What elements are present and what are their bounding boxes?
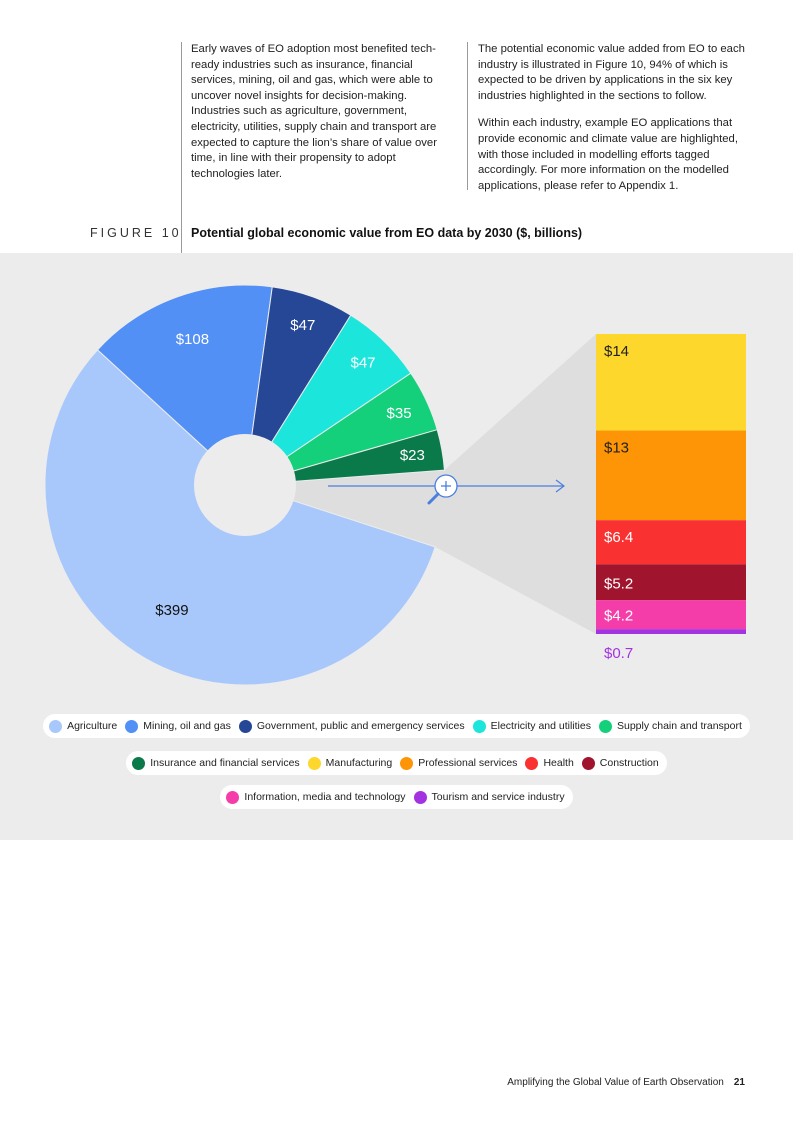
legend-item: Agriculture bbox=[49, 719, 118, 733]
pie-label-electricity-and-utilities: $47 bbox=[351, 355, 376, 372]
legend-item: Electricity and utilities bbox=[472, 719, 591, 733]
legend-row-2: Insurance and financial services Manufact… bbox=[0, 751, 793, 775]
legend-item: Insurance and financial services bbox=[132, 756, 300, 770]
legend-label: Mining, oil and gas bbox=[143, 720, 231, 732]
legend-label: Insurance and financial services bbox=[150, 757, 300, 769]
pie-label-agriculture: $399 bbox=[155, 602, 188, 619]
bar-segment-information-media-and-technology bbox=[596, 600, 746, 630]
pie-slice-insurance-and-financial-services bbox=[244, 429, 445, 486]
legend-item: Manufacturing bbox=[307, 756, 393, 770]
bar-segment-manufacturing bbox=[596, 334, 746, 431]
legend-box: Information, media and technology Tourism… bbox=[220, 785, 573, 809]
intro-right-text-1: The potential economic value added from … bbox=[478, 43, 745, 102]
legend-item: Tourism and service industry bbox=[413, 790, 565, 804]
bar-label-professional-services: $13 bbox=[604, 440, 629, 457]
legend-label: Manufacturing bbox=[325, 757, 393, 769]
legend-label: Information, media and technology bbox=[244, 791, 406, 803]
legend-box: Insurance and financial services Manufact… bbox=[126, 751, 667, 775]
bar-segment-construction bbox=[596, 564, 746, 601]
zoom-arrow-head bbox=[555, 479, 565, 493]
pie-label-mining-oil-and-gas: $108 bbox=[176, 331, 209, 348]
legend-swatch bbox=[307, 756, 321, 770]
legend-label: Electricity and utilities bbox=[490, 720, 591, 732]
legend-item: Government, public and emergency service… bbox=[238, 719, 465, 733]
pie-slice-mining-oil-and-gas bbox=[96, 284, 273, 487]
legend-label: Government, public and emergency service… bbox=[256, 720, 465, 732]
legend-item: Information, media and technology bbox=[226, 790, 406, 804]
intro-right-column: The potential economic value added from … bbox=[478, 42, 753, 206]
legend-item: Construction bbox=[581, 756, 659, 770]
legend-label: Supply chain and transport bbox=[616, 720, 742, 732]
zoom-funnel bbox=[245, 334, 596, 634]
pie-label-insurance-and-financial-services: $23 bbox=[400, 447, 425, 464]
column-divider-left bbox=[181, 42, 182, 253]
legend-label: Tourism and service industry bbox=[431, 791, 565, 803]
intro-right-text-2: Within each industry, example EO applica… bbox=[478, 117, 738, 192]
legend-item: Health bbox=[525, 756, 574, 770]
pie-label-supply-chain-and-transport: $35 bbox=[387, 405, 412, 422]
legend-swatch bbox=[472, 719, 486, 733]
bar-label-tourism-and-service-industry: $0.7 bbox=[604, 645, 633, 662]
intro-left-text: Early waves of EO adoption most benefite… bbox=[191, 43, 437, 180]
legend-item: Mining, oil and gas bbox=[125, 719, 231, 733]
legend-swatch bbox=[49, 719, 63, 733]
bar-label-construction: $5.2 bbox=[604, 575, 633, 592]
legend-label: Agriculture bbox=[67, 720, 118, 732]
pie-chart: $399 $108 $47 $47 $35 $23 $14 $13 $6.4 $5.2 $4.2 $0… bbox=[44, 284, 746, 686]
legend-label: Construction bbox=[599, 757, 659, 769]
legend-box: Agriculture Mining, oil and gas Government… bbox=[43, 714, 750, 738]
legend-row-3: Information, media and technology Tourism… bbox=[0, 785, 793, 809]
bar-segment-tourism-and-service-industry bbox=[596, 629, 746, 634]
legend-item: Professional services bbox=[400, 756, 518, 770]
bar-segment-health bbox=[596, 520, 746, 565]
legend-label: Health bbox=[543, 757, 574, 769]
legend-swatch bbox=[525, 756, 539, 770]
donut-hole bbox=[194, 434, 296, 536]
figure-panel: $399 $108 $47 $47 $35 $23 $14 $13 $6.4 $5.2 $4.2 $0… bbox=[0, 253, 793, 840]
legend-swatch bbox=[132, 756, 146, 770]
legend-swatch bbox=[581, 756, 595, 770]
legend-swatch bbox=[226, 790, 240, 804]
legend-swatch bbox=[400, 756, 414, 770]
legend-row-1: Agriculture Mining, oil and gas Government… bbox=[0, 714, 793, 738]
legend-item: Supply chain and transport bbox=[598, 719, 742, 733]
legend-label: Professional services bbox=[418, 757, 518, 769]
bar-label-health: $6.4 bbox=[604, 529, 633, 546]
legend-swatch bbox=[125, 719, 139, 733]
page-number: 21 bbox=[733, 1077, 745, 1088]
bar-segment-professional-services bbox=[596, 430, 746, 521]
magnifier-handle bbox=[427, 492, 440, 505]
legend-swatch bbox=[238, 719, 252, 733]
bar-label-information-media-and-technology: $4.2 bbox=[604, 608, 633, 625]
column-divider-right bbox=[467, 42, 468, 190]
pie-label-government-public-and-emergency-services: $47 bbox=[290, 317, 315, 334]
figure-title: Potential global economic value from EO … bbox=[191, 226, 583, 240]
legend-swatch bbox=[413, 790, 427, 804]
intro-left-column: Early waves of EO adoption most benefite… bbox=[191, 42, 456, 194]
page-footer: Amplifying the Global Value of Earth Obs… bbox=[507, 1077, 745, 1088]
legend-swatch bbox=[598, 719, 612, 733]
footer-title: Amplifying the Global Value of Earth Obs… bbox=[507, 1077, 724, 1088]
bar-label-manufacturing: $14 bbox=[604, 343, 629, 360]
figure-label: FIGURE 10 bbox=[90, 226, 182, 240]
